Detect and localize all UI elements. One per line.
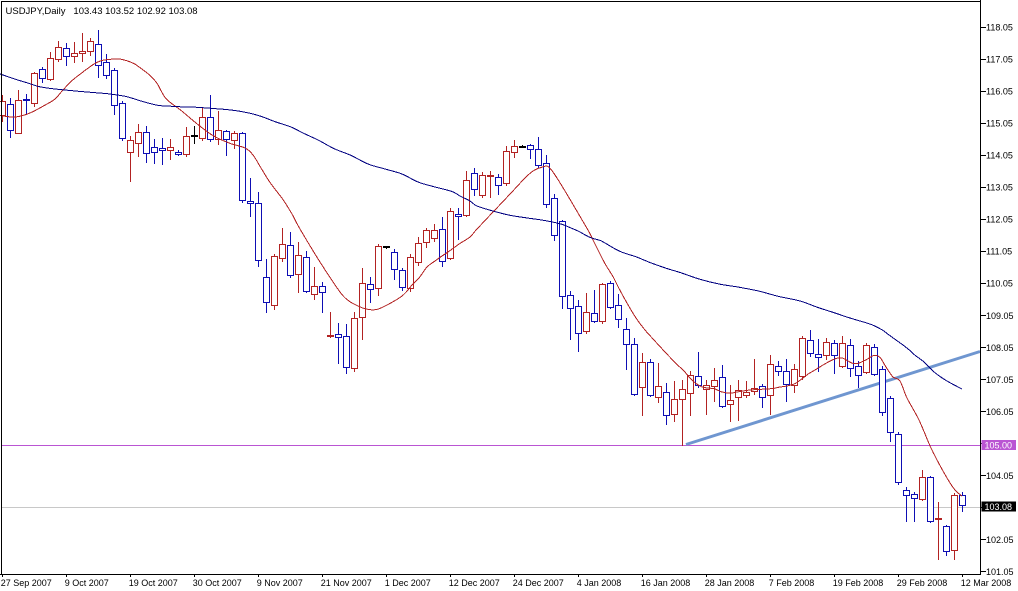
svg-text:4 Jan 2008: 4 Jan 2008 <box>577 578 622 588</box>
svg-text:30 Oct 2007: 30 Oct 2007 <box>193 578 242 588</box>
svg-text:28 Jan 2008: 28 Jan 2008 <box>705 578 755 588</box>
svg-text:1 Dec 2007: 1 Dec 2007 <box>385 578 431 588</box>
svg-text:7 Feb 2008: 7 Feb 2008 <box>769 578 815 588</box>
svg-text:16 Jan 2008: 16 Jan 2008 <box>641 578 691 588</box>
svg-text:9 Nov 2007: 9 Nov 2007 <box>257 578 303 588</box>
svg-text:115.05: 115.05 <box>986 119 1013 129</box>
svg-text:112.05: 112.05 <box>986 215 1013 225</box>
svg-text:12 Dec 2007: 12 Dec 2007 <box>449 578 500 588</box>
svg-text:102.05: 102.05 <box>986 535 1014 545</box>
svg-text:24 Dec 2007: 24 Dec 2007 <box>513 578 564 588</box>
svg-text:106.05: 106.05 <box>986 407 1014 417</box>
svg-text:116.05: 116.05 <box>986 87 1013 97</box>
svg-text:103.08: 103.08 <box>985 502 1013 512</box>
svg-text:19 Oct 2007: 19 Oct 2007 <box>129 578 178 588</box>
svg-text:113.05: 113.05 <box>986 183 1013 193</box>
svg-text:12 Mar 2008: 12 Mar 2008 <box>961 578 1012 588</box>
svg-text:29 Feb 2008: 29 Feb 2008 <box>897 578 948 588</box>
svg-text:108.05: 108.05 <box>986 343 1014 353</box>
svg-text:USDJPY,Daily 103.43 103.52 1: USDJPY,Daily 103.43 103.52 102.92 103.08 <box>6 6 198 17</box>
svg-text:27 Sep 2007: 27 Sep 2007 <box>1 578 52 588</box>
svg-text:111.05: 111.05 <box>986 247 1012 257</box>
svg-text:110.05: 110.05 <box>986 279 1013 289</box>
svg-text:105.00: 105.00 <box>985 441 1013 451</box>
svg-text:101.05: 101.05 <box>986 567 1014 577</box>
svg-text:9 Oct 2007: 9 Oct 2007 <box>65 578 109 588</box>
svg-text:118.05: 118.05 <box>986 23 1013 33</box>
svg-text:109.05: 109.05 <box>986 311 1014 321</box>
svg-text:107.05: 107.05 <box>986 375 1014 385</box>
svg-text:114.05: 114.05 <box>986 151 1013 161</box>
svg-text:117.05: 117.05 <box>986 55 1013 65</box>
svg-text:19 Feb 2008: 19 Feb 2008 <box>833 578 884 588</box>
svg-text:21 Nov 2007: 21 Nov 2007 <box>321 578 372 588</box>
svg-text:104.05: 104.05 <box>986 471 1014 481</box>
